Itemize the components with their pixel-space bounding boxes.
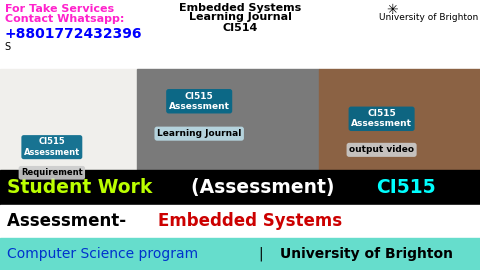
Bar bbox=[0, 69, 137, 170]
Text: Learning Journal: Learning Journal bbox=[189, 12, 291, 22]
Text: S: S bbox=[5, 42, 11, 52]
Text: Assessment-: Assessment- bbox=[7, 212, 132, 230]
Text: Learning Journal: Learning Journal bbox=[157, 129, 241, 138]
Text: output video: output video bbox=[349, 145, 414, 154]
Text: CI515
Assessment: CI515 Assessment bbox=[168, 92, 230, 111]
Bar bbox=[0, 205, 480, 238]
Text: (Assessment): (Assessment) bbox=[192, 178, 341, 197]
Text: CI514: CI514 bbox=[222, 23, 258, 33]
Text: University of Brighton: University of Brighton bbox=[280, 247, 453, 261]
Text: CI515
Assessment: CI515 Assessment bbox=[351, 109, 412, 129]
Text: Requirement: Requirement bbox=[21, 168, 83, 177]
Text: ✳: ✳ bbox=[386, 3, 398, 17]
Bar bbox=[0, 238, 480, 270]
Text: Embedded Systems: Embedded Systems bbox=[158, 212, 343, 230]
Bar bbox=[0, 170, 480, 205]
Bar bbox=[137, 69, 319, 170]
Text: Contact Whatsapp:: Contact Whatsapp: bbox=[5, 14, 124, 23]
Bar bbox=[0, 0, 480, 69]
Text: +8801772432396: +8801772432396 bbox=[5, 27, 142, 41]
Bar bbox=[319, 69, 480, 170]
Text: Embedded Systems: Embedded Systems bbox=[179, 3, 301, 13]
Text: Student Work: Student Work bbox=[7, 178, 159, 197]
Text: For Take Services: For Take Services bbox=[5, 4, 114, 14]
Text: University of Brighton: University of Brighton bbox=[379, 14, 479, 22]
Text: CI515: CI515 bbox=[376, 178, 435, 197]
Text: Computer Science program: Computer Science program bbox=[7, 247, 198, 261]
Text: |: | bbox=[259, 247, 268, 261]
Text: CI515
Assessment: CI515 Assessment bbox=[24, 137, 80, 157]
